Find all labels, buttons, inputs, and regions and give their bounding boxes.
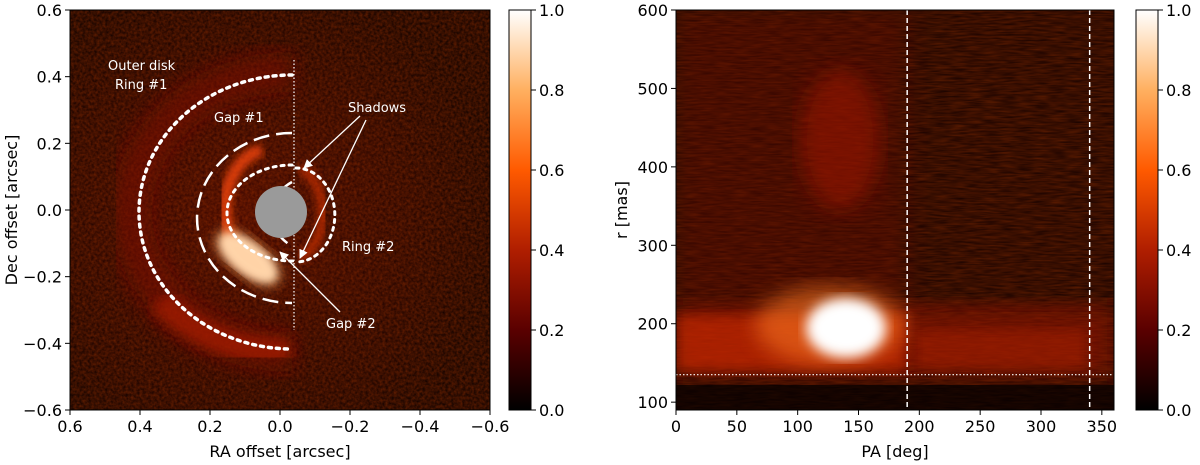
right-axis-ticks: 0 50 100 150 200 250 300 350 600 500 400 300 200 100: [637, 1, 1117, 436]
colorbar-tick-label: 0.0: [1166, 401, 1191, 420]
y-tick-label: 200: [637, 315, 668, 334]
right-y-axis-label: r [mas]: [612, 181, 631, 239]
ring2-outline: [225, 163, 296, 263]
right-plot-frame: [675, 9, 1115, 411]
right-heatmap-image: [676, 10, 1114, 410]
annotation-ring2: Ring #2: [342, 240, 394, 255]
left-colorbar: [508, 9, 532, 411]
y-tick-label: 100: [637, 393, 668, 412]
x-tick-label: 300: [1026, 417, 1057, 436]
annotation-shadows: Shadows: [348, 101, 406, 116]
right-panel: 0 50 100 150 200 250 300 350600500400300200100 …: [612, 1, 1191, 461]
annotation-gap2: Gap #2: [326, 317, 376, 332]
shadows-arrow-1: [303, 115, 361, 169]
x-tick-label: 150: [843, 417, 874, 436]
colorbar-tick-label: 0.2: [539, 321, 564, 340]
x-tick-label: 0.6: [57, 417, 82, 436]
y-tick-label: 300: [637, 236, 668, 255]
colorbar-tick-label: 0.6: [539, 161, 564, 180]
colorbar-tick-label: 1.0: [1166, 1, 1191, 20]
y-tick-label: 0.0: [37, 201, 62, 220]
colorbar-tick-label: 0.4: [539, 241, 564, 260]
colorbar-tick-label: 0.8: [1166, 81, 1191, 100]
x-tick-label: −0.4: [401, 417, 440, 436]
y-tick-label: −0.6: [23, 401, 62, 420]
colorbar-tick-label: 0.4: [1166, 241, 1191, 260]
left-y-axis-label: Dec offset [arcsec]: [2, 135, 21, 286]
left-heatmap-image: [70, 10, 490, 410]
x-tick-label: 0.4: [127, 417, 152, 436]
y-tick-label: 0.4: [37, 68, 62, 87]
colorbar-tick-label: 1.0: [539, 1, 564, 20]
y-tick-label: −0.2: [23, 268, 62, 287]
annotation-gap1: Gap #1: [214, 111, 264, 126]
right-colorbar: [1135, 9, 1159, 411]
gap2-arrow: [279, 251, 341, 313]
y-tick-label: 0.6: [37, 1, 62, 20]
x-tick-label: 250: [965, 417, 996, 436]
right-guide-lines: [676, 10, 1114, 410]
colorbar-tick-label: 0.8: [539, 81, 564, 100]
x-tick-label: −0.6: [471, 417, 510, 436]
x-tick-label: 0.2: [197, 417, 222, 436]
y-tick-label: 400: [637, 158, 668, 177]
left-axis-ticks: 0.6 0.4 0.2 0.0 −0.2 −0.4 −0.60.60.40.20.0−0.2…: [23, 1, 509, 436]
y-tick-label: 0.2: [37, 134, 62, 153]
y-tick-label: 600: [637, 1, 668, 20]
x-tick-label: 0: [671, 417, 681, 436]
y-tick-label: 500: [637, 79, 668, 98]
ring1-outline: [137, 73, 294, 351]
colorbar-tick-label: 0.0: [539, 401, 564, 420]
left-colorbar-ticks: 1.0 0.8 0.6 0.4 0.2 0.0: [531, 1, 564, 420]
x-tick-label: 0.0: [267, 417, 292, 436]
y-tick-label: −0.4: [23, 334, 62, 353]
x-tick-label: 50: [727, 417, 747, 436]
annotation-outer-disk: Outer disk: [108, 59, 176, 74]
gap1-outline: [195, 131, 293, 305]
left-panel: Outer disk Ring #1 Gap #1 Shadows Ring #…: [2, 1, 564, 461]
right-colorbar-ticks: 1.0 0.8 0.6 0.4 0.2 0.0: [1158, 1, 1191, 420]
ring2-outline-west: [294, 166, 337, 264]
shadows-arrow-2: [299, 119, 367, 259]
x-tick-label: 350: [1087, 417, 1118, 436]
left-x-axis-label: RA offset [arcsec]: [209, 442, 350, 461]
right-x-axis-label: PA [deg]: [861, 442, 928, 461]
annotation-ring1: Ring #1: [115, 78, 167, 93]
x-tick-label: 200: [904, 417, 935, 436]
x-tick-label: 100: [782, 417, 813, 436]
x-tick-label: −0.2: [331, 417, 370, 436]
colorbar-tick-label: 0.6: [1166, 161, 1191, 180]
colorbar-tick-label: 0.2: [1166, 321, 1191, 340]
coronagraph-mask: [255, 186, 307, 238]
